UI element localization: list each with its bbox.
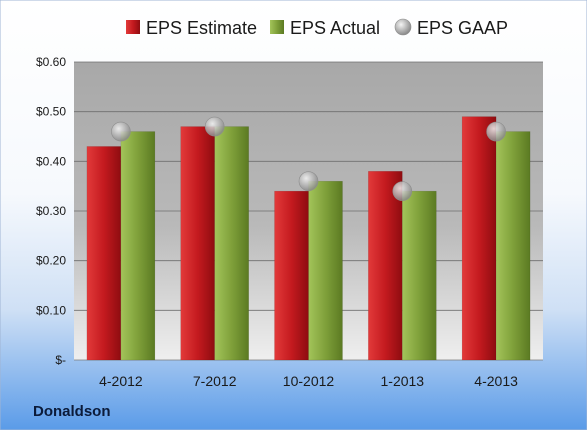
y-tick-label: $0.20 (36, 254, 66, 268)
x-tick-label: 4-2012 (99, 373, 143, 389)
x-tick-label: 10-2012 (283, 373, 335, 389)
legend-swatch-eps-actual (270, 20, 284, 34)
gaap-points (111, 116, 506, 201)
legend-swatch-eps-estimate (126, 20, 140, 34)
legend-swatch-eps-gaap (394, 18, 412, 36)
y-tick-label: $0.60 (36, 55, 66, 69)
y-tick-label: $0.10 (36, 303, 66, 317)
bar-eps-estimate (368, 171, 403, 361)
legend-label-eps-estimate: EPS Estimate (146, 18, 257, 38)
company-name: Donaldson (33, 403, 111, 420)
y-axis-ticks: $- $0.10 $0.20 $0.30 $0.40 $0.50 $0.60 (36, 55, 66, 367)
bar-eps-estimate (180, 126, 215, 361)
legend-item-eps-gaap: EPS GAAP (394, 18, 508, 38)
x-tick-label: 1-2013 (381, 373, 425, 389)
bar-eps-actual (402, 190, 437, 361)
y-tick-label: $0.50 (36, 105, 66, 119)
legend-item-eps-actual: EPS Actual (270, 18, 380, 38)
gaap-point (392, 181, 413, 201)
bar-eps-estimate (86, 146, 122, 361)
gaap-point (204, 116, 225, 137)
legend-item-eps-estimate: EPS Estimate (126, 18, 257, 38)
y-tick-label: $- (55, 353, 66, 367)
bar-eps-actual (495, 131, 531, 361)
gaap-point (486, 121, 506, 142)
legend: EPS Estimate EPS Actual EPS GAAP (126, 18, 508, 38)
bars (86, 116, 531, 361)
x-axis-ticks: 4-2012 7-2012 10-2012 1-2013 4-2013 (99, 373, 518, 389)
y-tick-label: $0.40 (36, 154, 66, 168)
x-tick-label: 7-2012 (193, 373, 237, 389)
bar-eps-actual (214, 126, 249, 361)
legend-label-eps-gaap: EPS GAAP (417, 18, 508, 38)
bar-eps-estimate (274, 190, 309, 361)
y-tick-label: $0.30 (36, 204, 66, 218)
bar-eps-actual (308, 180, 343, 361)
gaap-point (111, 121, 131, 142)
gaap-point (298, 171, 319, 191)
legend-label-eps-actual: EPS Actual (290, 18, 380, 38)
bar-eps-actual (120, 131, 156, 361)
x-tick-label: 4-2013 (474, 373, 518, 389)
bar-eps-estimate (461, 116, 497, 361)
